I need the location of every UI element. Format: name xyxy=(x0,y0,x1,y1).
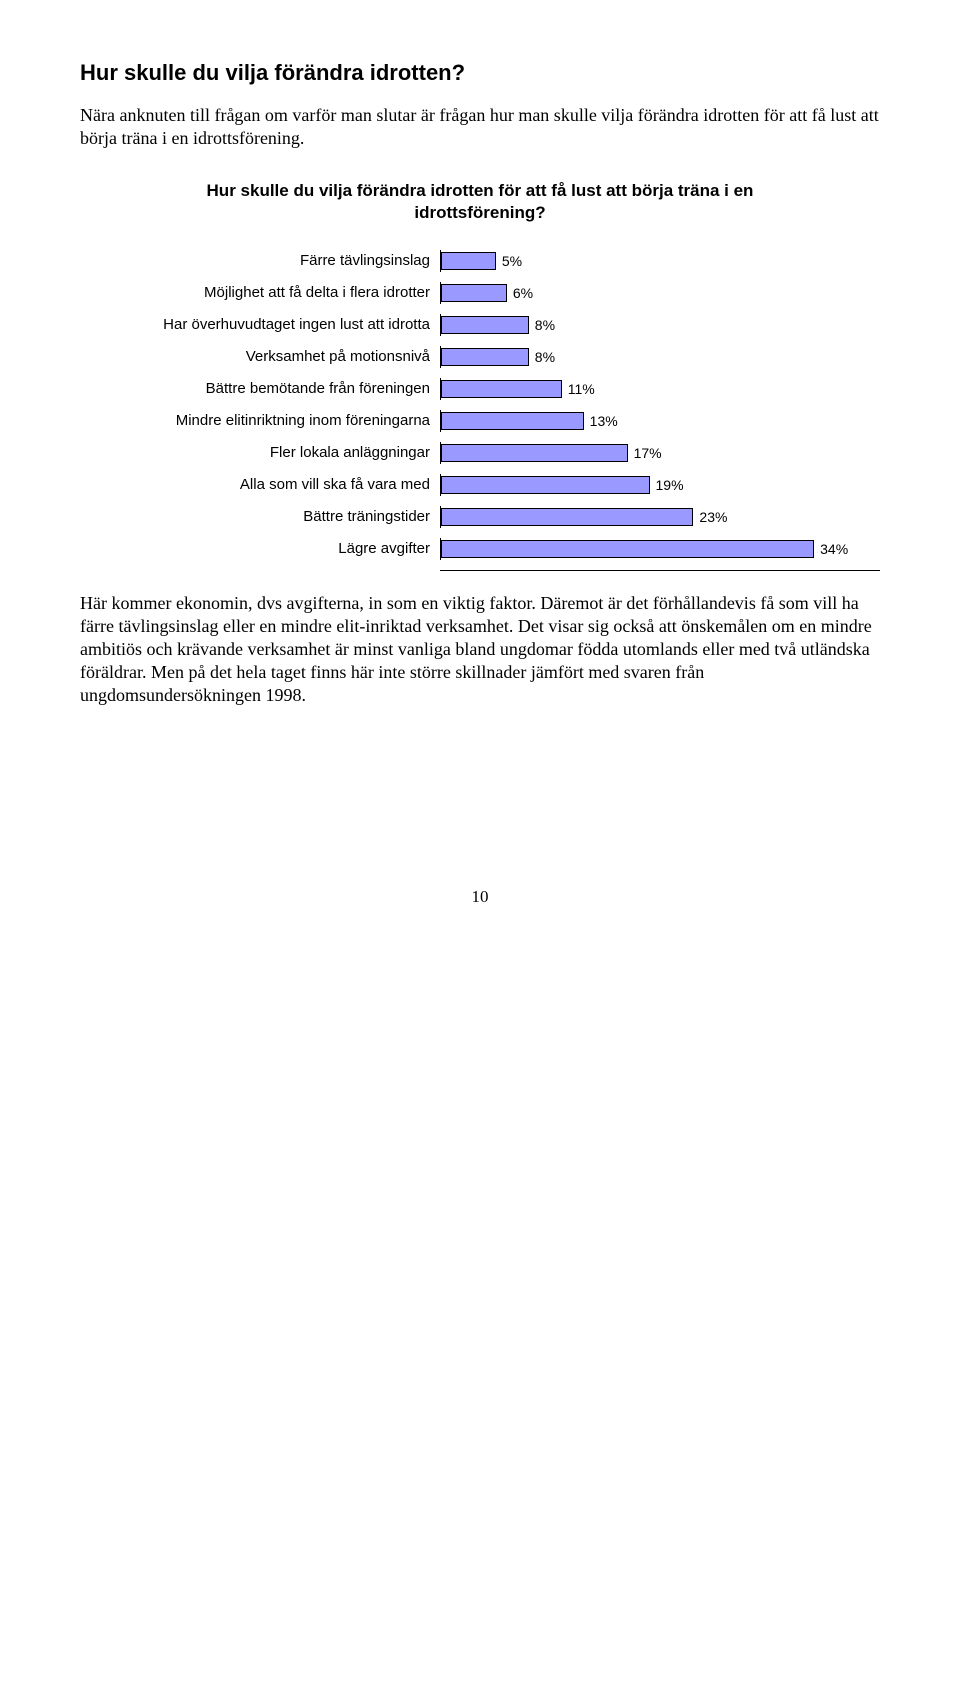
chart-category-label: Har överhuvudtaget ingen lust att idrott… xyxy=(100,317,440,334)
chart-category-label: Lägre avgifter xyxy=(100,541,440,558)
page-heading: Hur skulle du vilja förändra idrotten? xyxy=(80,60,880,86)
chart-category-label: Bättre träningstider xyxy=(100,509,440,526)
chart-plot-area: 11% xyxy=(440,378,880,400)
chart-bar xyxy=(441,476,650,494)
chart-plot-area: 19% xyxy=(440,474,880,496)
body-paragraph: Här kommer ekonomin, dvs avgifterna, in … xyxy=(80,592,880,707)
chart-category-label: Möjlighet att få delta i flera idrotter xyxy=(100,285,440,302)
chart-bar xyxy=(441,412,584,430)
chart-bar-value: 19% xyxy=(650,474,684,496)
chart-row: Bättre bemötande från föreningen 11% xyxy=(100,378,880,400)
chart-plot-area: 13% xyxy=(440,410,880,432)
chart-bar xyxy=(441,508,693,526)
chart-plot-area: 5% xyxy=(440,250,880,272)
chart-plot-area: 6% xyxy=(440,282,880,304)
chart-row: Har överhuvudtaget ingen lust att idrott… xyxy=(100,314,880,336)
chart-row: Mindre elitinriktning inom föreningarna 1… xyxy=(100,410,880,432)
page-number: 10 xyxy=(80,887,880,907)
chart-row: Verksamhet på motionsnivå 8% xyxy=(100,346,880,368)
chart-bar-value: 8% xyxy=(529,346,555,368)
chart-bar xyxy=(441,284,507,302)
chart-category-label: Fler lokala anläggningar xyxy=(100,445,440,462)
chart-row: Fler lokala anläggningar 17% xyxy=(100,442,880,464)
chart-bar-value: 23% xyxy=(693,506,727,528)
chart-row: Färre tävlingsinslag 5% xyxy=(100,250,880,272)
chart-bar xyxy=(441,444,628,462)
chart-row: Alla som vill ska få vara med 19% xyxy=(100,474,880,496)
chart-bar-value: 8% xyxy=(529,314,555,336)
chart-category-label: Verksamhet på motionsnivå xyxy=(100,349,440,366)
chart-bar-value: 6% xyxy=(507,282,533,304)
chart-category-label: Mindre elitinriktning inom föreningarna xyxy=(100,413,440,430)
chart-plot-area: 34% xyxy=(440,538,880,560)
chart-title: Hur skulle du vilja förändra idrotten fö… xyxy=(170,180,790,224)
chart-plot-area: 8% xyxy=(440,346,880,368)
intro-paragraph: Nära anknuten till frågan om varför man … xyxy=(80,104,880,150)
chart-plot-area: 23% xyxy=(440,506,880,528)
chart-bar xyxy=(441,316,529,334)
chart-category-label: Bättre bemötande från föreningen xyxy=(100,381,440,398)
bar-chart: Färre tävlingsinslag 5% Möjlighet att få d… xyxy=(80,250,880,572)
chart-plot-area: 17% xyxy=(440,442,880,464)
chart-bar xyxy=(441,252,496,270)
chart-category-label: Färre tävlingsinslag xyxy=(100,253,440,270)
chart-x-axis xyxy=(100,570,880,572)
chart-category-label: Alla som vill ska få vara med xyxy=(100,477,440,494)
chart-bar xyxy=(441,540,814,558)
chart-bar-value: 34% xyxy=(814,538,848,560)
chart-row: Lägre avgifter 34% xyxy=(100,538,880,560)
chart-row: Bättre träningstider 23% xyxy=(100,506,880,528)
chart-bar-value: 5% xyxy=(496,250,522,272)
chart-bar-value: 17% xyxy=(628,442,662,464)
chart-bar xyxy=(441,348,529,366)
chart-bar xyxy=(441,380,562,398)
chart-row: Möjlighet att få delta i flera idrotter 6… xyxy=(100,282,880,304)
chart-bar-value: 13% xyxy=(584,410,618,432)
chart-bar-value: 11% xyxy=(562,378,595,400)
chart-plot-area: 8% xyxy=(440,314,880,336)
